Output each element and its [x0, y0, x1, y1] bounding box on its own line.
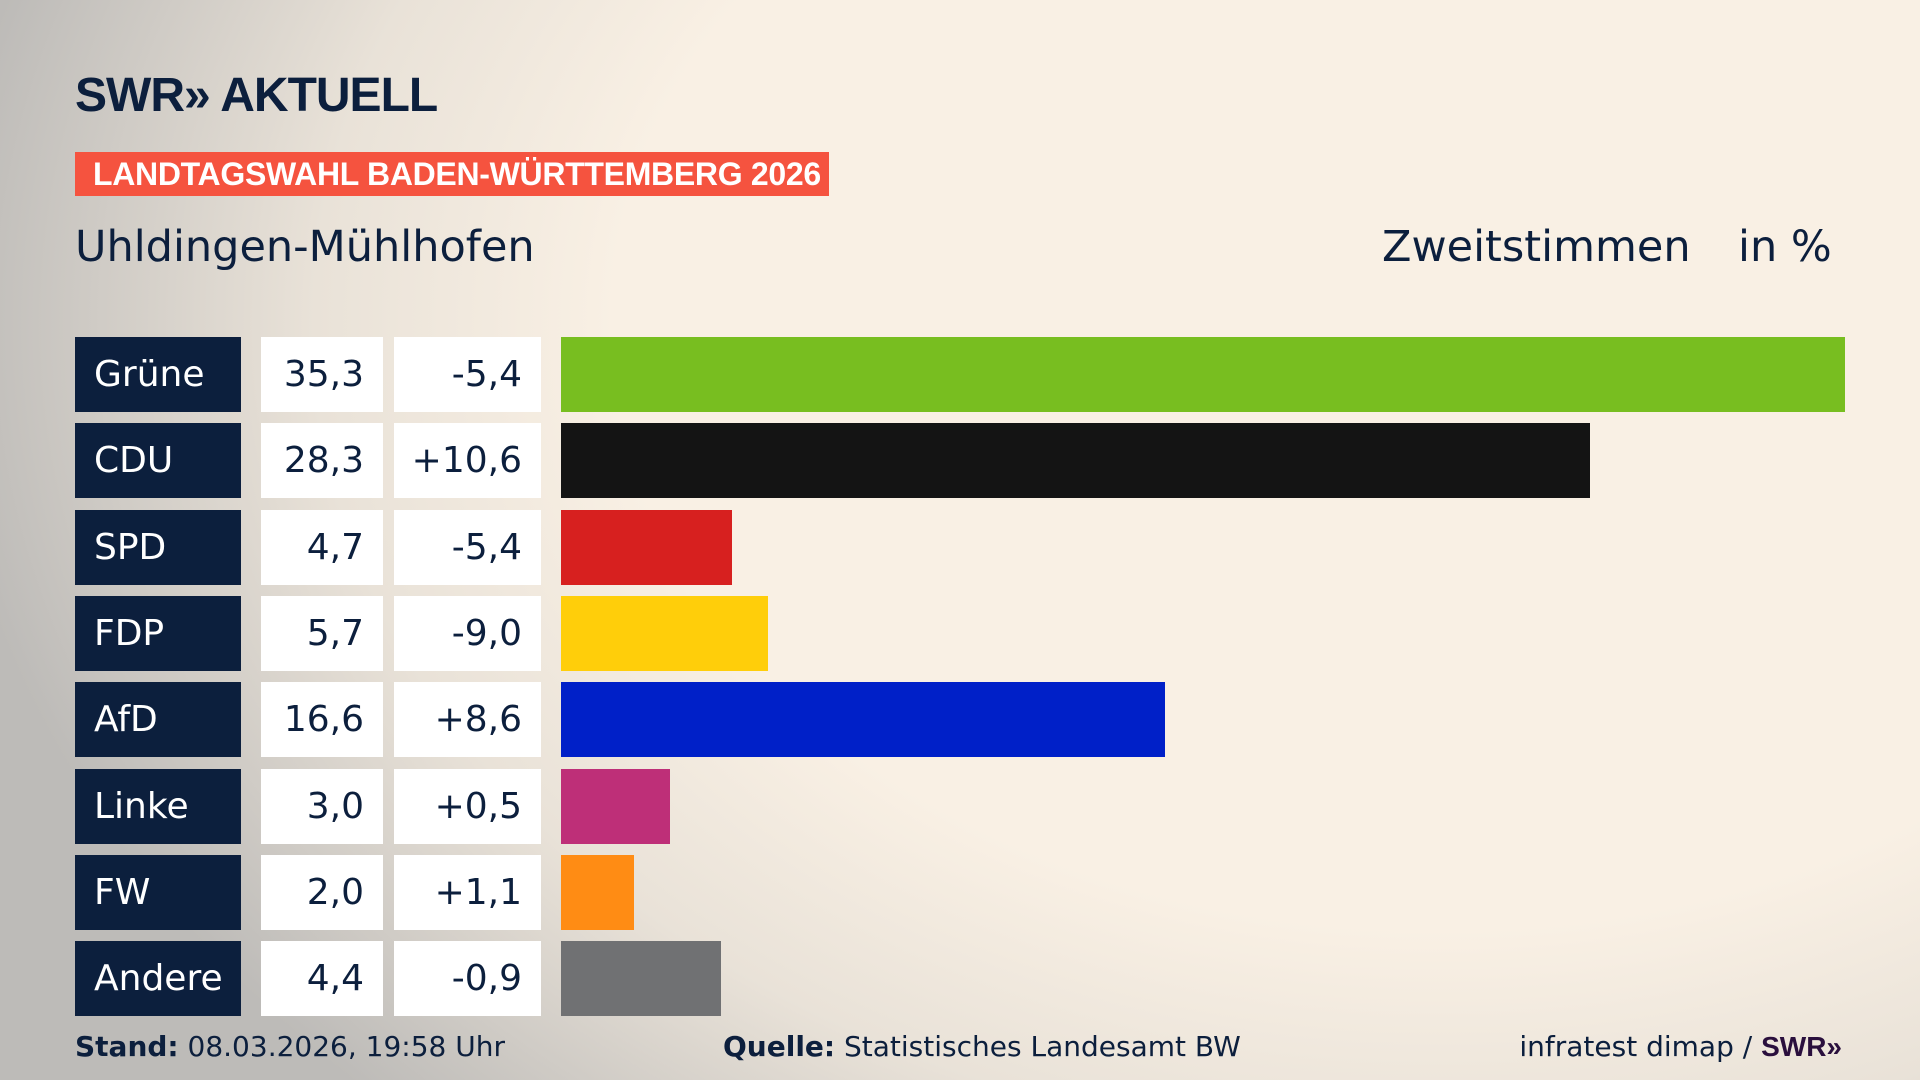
credit-text: infratest dimap / — [1519, 1030, 1762, 1063]
party-label: SPD — [75, 509, 241, 585]
swr-logo: SWR» — [1761, 1031, 1842, 1062]
bar — [561, 337, 1845, 412]
vote-share: 5,7 — [261, 595, 383, 671]
chart-row: SPD 4,7 -5,4 — [75, 509, 1875, 585]
source-value: Statistisches Landesamt BW — [844, 1030, 1241, 1063]
chart-row: FW 2,0 +1,1 — [75, 854, 1875, 930]
bar — [561, 682, 1165, 758]
party-label: Linke — [75, 768, 241, 844]
vote-change: +1,1 — [394, 854, 541, 930]
chart-row: FDP 5,7 -9,0 — [75, 595, 1875, 671]
bar — [561, 854, 634, 930]
chart-row: Grüne 35,3 -5,4 — [75, 337, 1875, 412]
party-label: FDP — [75, 595, 241, 671]
vote-change: +8,6 — [394, 682, 541, 758]
vote-share: 4,4 — [261, 941, 383, 1017]
vote-share: 2,0 — [261, 854, 383, 930]
chart-row: Andere 4,4 -0,9 — [75, 941, 1875, 1017]
party-label: Grüne — [75, 337, 241, 412]
stand-label: Stand: — [75, 1030, 179, 1063]
stand-value: 08.03.2026, 19:58 Uhr — [187, 1030, 505, 1063]
vote-share: 16,6 — [261, 682, 383, 758]
vote-change: +0,5 — [394, 768, 541, 844]
vote-change: -9,0 — [394, 595, 541, 671]
vote-share: 28,3 — [261, 423, 383, 499]
swr-aktuell-logo: SWR» AKTUELL — [75, 69, 438, 122]
chart-row: CDU 28,3 +10,6 — [75, 423, 1875, 499]
region-title: Uhldingen-Mühlhofen — [75, 222, 535, 272]
vote-share: 35,3 — [261, 337, 383, 412]
party-label: FW — [75, 854, 241, 930]
bar — [561, 595, 769, 671]
election-banner: LANDTAGSWAHL BADEN-WÜRTTEMBERG 2026 — [75, 152, 829, 196]
chart-row: Linke 3,0 +0,5 — [75, 768, 1875, 844]
vote-share: 3,0 — [261, 768, 383, 844]
timestamp: Stand: 08.03.2026, 19:58 Uhr — [75, 1030, 505, 1063]
vote-change: +10,6 — [394, 423, 541, 499]
vote-change: -5,4 — [394, 509, 541, 585]
chart-row: AfD 16,6 +8,6 — [75, 682, 1875, 758]
bar — [561, 509, 732, 585]
bar — [561, 423, 1591, 499]
source: Quelle: Statistisches Landesamt BW — [723, 1030, 1241, 1063]
credit: infratest dimap / SWR» — [1519, 1030, 1842, 1063]
party-label: Andere — [75, 941, 241, 1017]
bar — [561, 768, 671, 844]
vote-change: -0,9 — [394, 941, 541, 1017]
bar — [561, 941, 722, 1017]
source-label: Quelle: — [723, 1030, 836, 1063]
party-label: AfD — [75, 682, 241, 758]
unit-label: in % — [1738, 222, 1832, 272]
vote-change: -5,4 — [394, 337, 541, 412]
metric-label: Zweitstimmen — [1382, 222, 1691, 272]
vote-share: 4,7 — [261, 509, 383, 585]
party-label: CDU — [75, 423, 241, 499]
